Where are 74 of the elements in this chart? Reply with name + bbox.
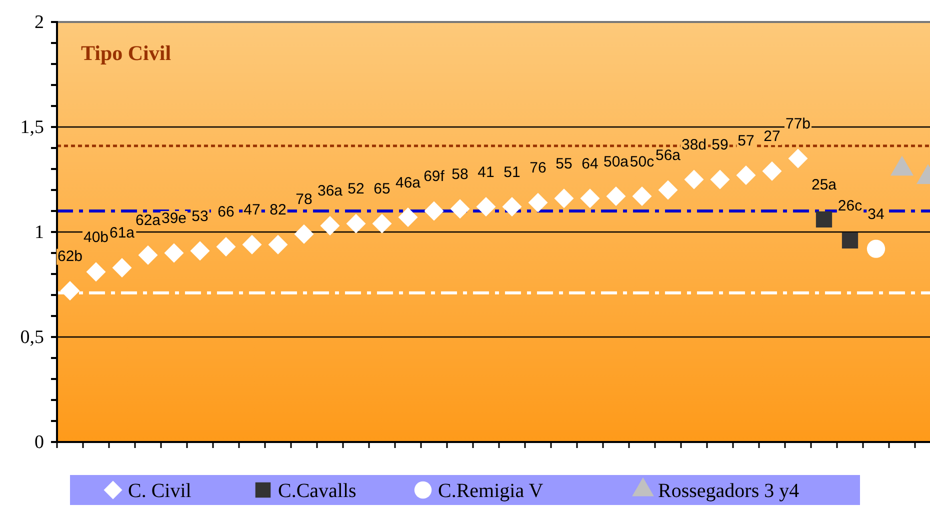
annotation: 50c	[630, 153, 655, 170]
annotation: 41	[478, 164, 494, 181]
legend-label: C.Cavalls	[278, 480, 357, 502]
y-tick-label: 0	[34, 432, 44, 454]
point	[60, 281, 80, 301]
text: Tipo Civil	[81, 41, 172, 65]
annotation: 65	[374, 180, 390, 198]
annotation: 78	[296, 191, 312, 208]
point	[450, 199, 470, 219]
annotation: 61a	[109, 224, 136, 242]
point	[112, 258, 132, 278]
y-tick-label: 1	[34, 222, 44, 244]
legend-label: C.Remigia V	[438, 480, 544, 502]
annotation: 38d	[681, 136, 707, 154]
point	[528, 192, 548, 212]
annotation: 62a	[135, 212, 162, 230]
annotation: 26c	[838, 197, 863, 214]
point	[762, 161, 782, 181]
annotation: 56a	[655, 147, 682, 164]
point	[190, 241, 210, 261]
annotation: 27	[764, 128, 780, 146]
annotation: 53	[192, 208, 208, 225]
annotation: 25a	[811, 176, 838, 194]
annotation: 64	[582, 155, 598, 172]
annotation: 66	[218, 204, 234, 221]
annotation: 58	[452, 166, 468, 183]
annotation: 46a	[395, 174, 422, 192]
point	[606, 186, 626, 206]
annotation: 40b	[83, 228, 109, 246]
annotation: 62b	[57, 248, 83, 265]
annotation: 76	[530, 160, 546, 177]
point	[164, 243, 184, 263]
point	[580, 188, 600, 208]
point	[372, 214, 392, 234]
point	[476, 197, 496, 217]
legend-label: C. Civil	[128, 480, 192, 502]
point	[294, 224, 314, 244]
point	[346, 214, 366, 234]
point	[502, 197, 522, 217]
annotation: 39e	[161, 210, 187, 227]
annotation: 55	[556, 155, 572, 172]
annotation: 82	[270, 202, 286, 219]
point	[86, 262, 106, 282]
annotation: 34	[868, 206, 884, 223]
y-tick-label: 1,5	[20, 117, 44, 138]
annotation: 69f	[424, 168, 446, 185]
point	[138, 245, 158, 265]
point	[632, 186, 652, 206]
annotation: 57	[738, 132, 754, 150]
y-tick-label: 0,5	[20, 327, 44, 348]
annotation: 52	[348, 180, 364, 198]
y-tick-label: 2	[34, 12, 44, 34]
annotation: 59	[712, 136, 728, 154]
annotation: 77b	[785, 116, 811, 132]
point	[216, 236, 236, 256]
point	[424, 201, 444, 221]
point	[554, 188, 574, 208]
point	[684, 170, 704, 190]
point	[398, 208, 418, 228]
point	[842, 232, 858, 248]
point	[710, 170, 730, 190]
point	[816, 211, 832, 228]
annotation: 47	[244, 202, 260, 219]
point	[736, 166, 756, 186]
point	[242, 234, 262, 254]
legend-label: Rossegadors 3 y4	[658, 480, 800, 502]
annotation: 50a	[603, 153, 630, 170]
point	[866, 240, 886, 258]
annotation: 51	[504, 164, 520, 181]
point	[268, 234, 288, 254]
point	[788, 148, 808, 168]
point	[658, 180, 678, 200]
annotation: 36a	[317, 182, 344, 200]
point	[320, 216, 340, 236]
